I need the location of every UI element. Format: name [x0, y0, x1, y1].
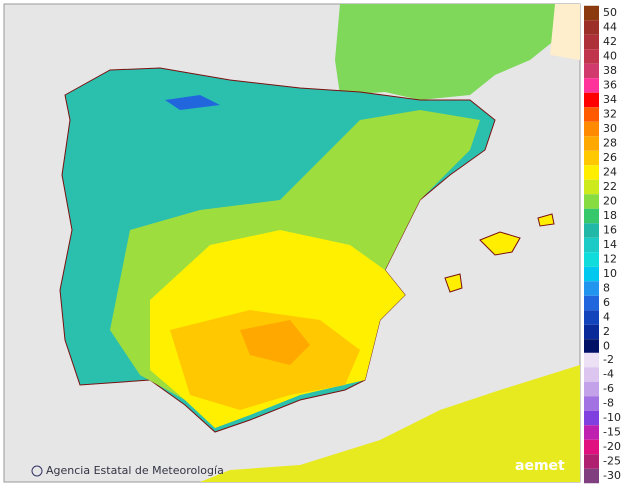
legend-swatch — [584, 179, 599, 195]
legend-swatch — [584, 208, 599, 224]
legend-swatch — [584, 107, 599, 122]
legend-swatch — [584, 20, 599, 35]
legend-label: 26 — [603, 151, 617, 164]
hotter-zone — [170, 310, 360, 410]
cold-spot — [165, 95, 220, 110]
legend-swatch — [584, 237, 599, 253]
legend-swatch — [584, 367, 599, 382]
legend-swatch — [584, 310, 599, 325]
legend-label: 4 — [603, 311, 610, 324]
legend-label: 16 — [603, 224, 617, 237]
legend-swatch — [584, 339, 599, 354]
legend-swatch — [584, 410, 599, 426]
logo: aemet — [515, 458, 565, 474]
legend-swatch — [584, 92, 599, 108]
ibiza — [444, 273, 463, 293]
legend-label: -20 — [603, 440, 621, 453]
legend-label: 18 — [603, 209, 617, 222]
legend-label: 14 — [603, 238, 617, 251]
legend-label: 6 — [603, 296, 610, 309]
legend-swatch — [584, 136, 599, 151]
legend-label: -4 — [603, 368, 614, 381]
legend-label: 36 — [603, 79, 617, 92]
legend-swatch — [584, 121, 599, 137]
legend-label: 20 — [603, 195, 617, 208]
legend-label: 10 — [603, 267, 617, 280]
legend-label: 44 — [603, 21, 617, 34]
legend-label: -6 — [603, 382, 614, 395]
legend-label: 34 — [603, 93, 617, 106]
legend-label: 38 — [603, 64, 617, 77]
legend-swatch — [584, 78, 599, 93]
legend-swatch — [584, 425, 599, 440]
credit-logo — [31, 465, 43, 477]
legend-label: 22 — [603, 180, 617, 193]
legend-label: 40 — [603, 50, 617, 63]
legend-label: 28 — [603, 137, 617, 150]
legend-label: 32 — [603, 108, 617, 121]
legend-label: 12 — [603, 253, 617, 266]
legend-swatch — [584, 194, 599, 209]
legend-swatch — [584, 396, 599, 411]
legend-swatch — [584, 5, 599, 21]
legend-swatch — [584, 381, 599, 397]
menorca — [537, 213, 555, 227]
legend-label: -8 — [603, 397, 614, 410]
africa — [200, 365, 580, 482]
legend-swatch — [584, 468, 599, 484]
legend-label: 50 — [603, 6, 617, 19]
legend-swatch — [584, 352, 599, 368]
legend-swatch — [584, 295, 599, 311]
legend-swatch — [584, 223, 599, 238]
legend-label: -25 — [603, 455, 621, 468]
legend-swatch — [584, 34, 599, 50]
credit: Agencia Estatal de Meteorología — [46, 464, 224, 477]
legend-swatch — [584, 63, 599, 79]
legend-swatch — [584, 266, 599, 282]
legend-swatch — [584, 324, 599, 340]
legend-label: -30 — [603, 469, 621, 482]
legend-label: -10 — [603, 411, 621, 424]
legend-label: -15 — [603, 426, 621, 439]
legend-label: 2 — [603, 325, 610, 338]
legend-swatch — [584, 165, 599, 180]
map-area — [3, 3, 581, 483]
italy — [550, 4, 580, 60]
legend: 5044424038363432302826242220181614121086… — [584, 5, 621, 484]
legend-label: 0 — [603, 340, 610, 353]
legend-swatch — [584, 281, 599, 296]
legend-swatch — [584, 49, 599, 64]
legend-label: 30 — [603, 122, 617, 135]
legend-label: -2 — [603, 353, 614, 366]
legend-swatch — [584, 252, 599, 267]
legend-label: 24 — [603, 166, 617, 179]
legend-swatch — [584, 439, 599, 455]
france — [335, 4, 560, 100]
legend-label: 42 — [603, 35, 617, 48]
mallorca — [479, 231, 521, 256]
hottest-zone — [240, 320, 310, 365]
legend-swatch — [584, 454, 599, 469]
legend-swatch — [584, 150, 599, 166]
legend-label: 8 — [603, 282, 610, 295]
